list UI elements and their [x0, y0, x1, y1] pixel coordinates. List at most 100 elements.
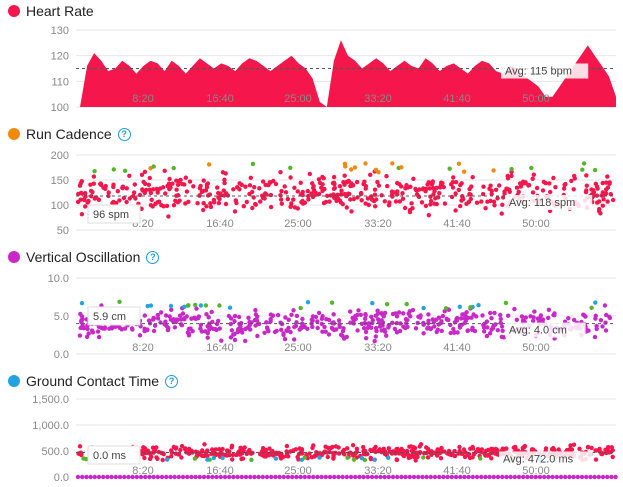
data-point [291, 448, 296, 453]
data-point [273, 456, 279, 461]
data-point [293, 323, 299, 329]
data-point [184, 189, 190, 194]
data-point [599, 451, 605, 457]
data-point [322, 449, 327, 454]
data-point [288, 329, 293, 335]
data-point [382, 474, 387, 480]
data-point [222, 180, 227, 186]
data-point [142, 455, 147, 461]
data-point [148, 190, 154, 196]
data-point [465, 328, 470, 334]
data-point [315, 319, 320, 324]
data-point [176, 474, 181, 480]
data-point [358, 191, 364, 197]
x-tick-label: 41:40 [443, 93, 471, 105]
data-point [160, 457, 165, 463]
data-point [250, 189, 255, 195]
data-point [184, 314, 189, 319]
data-point [413, 458, 418, 463]
cursor-readout: 5.9 cm [93, 311, 126, 323]
data-point [470, 474, 475, 480]
data-point [320, 329, 325, 334]
data-point [204, 312, 209, 317]
data-point [472, 328, 478, 334]
data-point [326, 332, 332, 337]
data-point [234, 200, 239, 206]
data-point [223, 452, 228, 458]
data-point [500, 474, 505, 480]
data-point [554, 474, 559, 480]
data-point [279, 327, 284, 332]
data-point [401, 453, 406, 458]
data-point [141, 179, 146, 185]
data-point [442, 201, 448, 206]
data-point [120, 185, 125, 190]
help-icon[interactable]: ? [165, 374, 179, 388]
data-point [399, 165, 404, 170]
data-point [461, 447, 467, 452]
data-point [198, 303, 204, 308]
data-point [77, 333, 83, 338]
data-point [310, 318, 315, 323]
data-point [273, 181, 279, 187]
data-point [271, 178, 276, 184]
data-point [131, 190, 137, 195]
data-point [504, 474, 509, 480]
data-point [340, 474, 345, 480]
help-icon[interactable]: ? [146, 250, 160, 264]
data-point [448, 330, 453, 336]
data-point [376, 183, 382, 188]
data-point [165, 327, 171, 333]
data-point [282, 184, 287, 189]
data-point [170, 181, 175, 186]
x-tick-label: 16:40 [206, 342, 234, 354]
data-point [268, 452, 273, 457]
y-tick-label: 110 [51, 76, 69, 88]
data-point [457, 444, 462, 450]
data-point [546, 315, 551, 321]
data-point [400, 191, 405, 196]
data-point [162, 168, 167, 173]
data-point [290, 474, 295, 480]
data-point [217, 303, 222, 308]
data-point [264, 474, 270, 480]
data-point [384, 302, 390, 307]
data-point [286, 317, 291, 322]
data-point [552, 311, 557, 316]
y-tick-label: 0.0 [54, 349, 69, 361]
data-point [541, 179, 546, 185]
data-point [256, 474, 261, 480]
run-cadence-header: Run Cadence ? [8, 124, 131, 144]
ground-contact-time-legend-dot [8, 375, 20, 387]
data-point [479, 199, 484, 204]
data-point [147, 175, 152, 181]
data-point [467, 191, 472, 197]
data-point [105, 474, 110, 480]
average-label-bg [499, 451, 593, 467]
data-point [211, 326, 216, 332]
data-point [248, 474, 253, 480]
ground-contact-time-chart[interactable]: 1,500.0 1,000.0 500.0 0.0 8:20 16:40 25:00 33:2… [0, 369, 623, 487]
data-point [134, 474, 139, 480]
data-point [596, 208, 602, 214]
data-point [581, 161, 587, 166]
vertical-oscillation-title: Vertical Oscillation [26, 249, 141, 265]
help-icon[interactable]: ? [117, 127, 131, 141]
data-point [186, 199, 191, 204]
data-point [177, 313, 183, 318]
heart-rate-chart[interactable]: 130 120 110 100 8:20 16:40 25:00 33:20 41:40 50:0… [0, 0, 623, 120]
data-point [300, 321, 305, 326]
data-point [432, 474, 438, 480]
data-point [483, 448, 489, 453]
data-point [209, 309, 214, 315]
data-point [351, 457, 357, 462]
data-point [312, 454, 317, 459]
data-point [424, 474, 429, 480]
data-point [493, 187, 499, 192]
data-point [95, 329, 101, 334]
data-point [506, 313, 511, 318]
vertical-oscillation-chart[interactable]: 10.0 5.0 0.0 8:20 16:40 25:00 33:20 41:40 50:00 A… [0, 245, 623, 365]
data-point [413, 326, 419, 331]
data-point [96, 334, 102, 340]
